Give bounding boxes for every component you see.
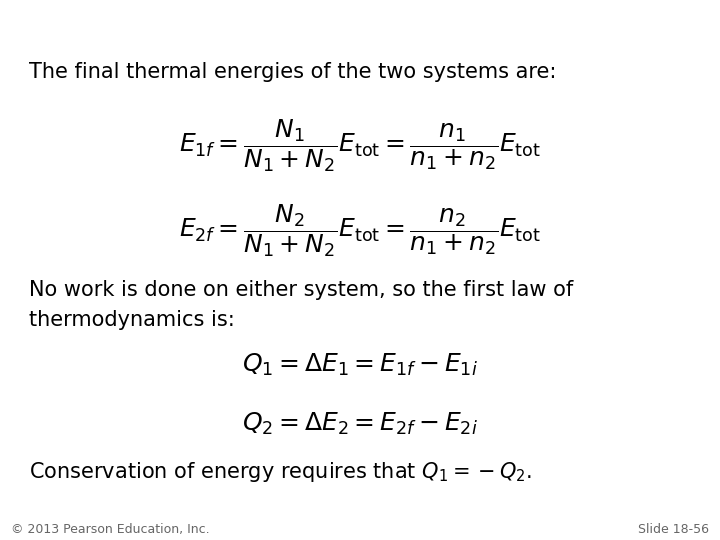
- Text: © 2013 Pearson Education, Inc.: © 2013 Pearson Education, Inc.: [11, 523, 210, 536]
- Text: $E_{1f} = \dfrac{N_1}{N_1 + N_2}E_{\mathrm{tot}} = \dfrac{n_1}{n_1 + n_2}E_{\mat: $E_{1f} = \dfrac{N_1}{N_1 + N_2}E_{\math…: [179, 118, 541, 174]
- Text: The final thermal energies of the two systems are:: The final thermal energies of the two sy…: [29, 62, 556, 82]
- Text: $Q_1 = \Delta E_1 = E_{1f} - E_{1i}$: $Q_1 = \Delta E_1 = E_{1f} - E_{1i}$: [242, 352, 478, 379]
- Text: thermodynamics is:: thermodynamics is:: [29, 310, 235, 330]
- Text: Slide 18-56: Slide 18-56: [638, 523, 709, 536]
- Text: Thermal Interactions and Heat: Thermal Interactions and Heat: [11, 11, 490, 39]
- Text: No work is done on either system, so the first law of: No work is done on either system, so the…: [29, 280, 573, 300]
- Text: $Q_2 = \Delta E_2 = E_{2f} - E_{2i}$: $Q_2 = \Delta E_2 = E_{2f} - E_{2i}$: [242, 411, 478, 437]
- Text: $E_{2f} = \dfrac{N_2}{N_1 + N_2}E_{\mathrm{tot}} = \dfrac{n_2}{n_1 + n_2}E_{\mat: $E_{2f} = \dfrac{N_2}{N_1 + N_2}E_{\math…: [179, 202, 541, 259]
- Text: Conservation of energy requires that $Q_1 = -Q_2$.: Conservation of energy requires that $Q_…: [29, 460, 532, 484]
